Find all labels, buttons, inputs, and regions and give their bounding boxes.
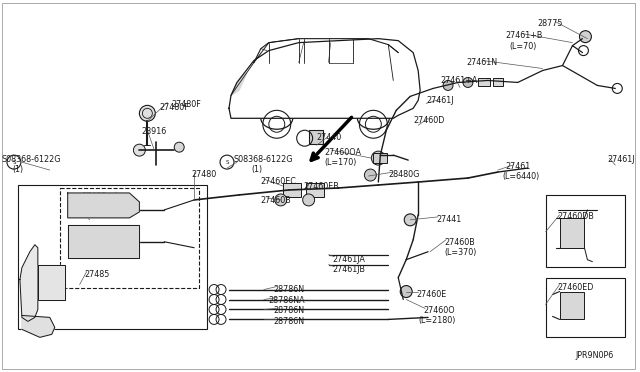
Text: 27460DB: 27460DB — [557, 212, 595, 221]
Circle shape — [371, 151, 385, 165]
Circle shape — [364, 169, 376, 181]
Bar — [306, 183, 324, 197]
Text: 27461+A: 27461+A — [440, 77, 477, 86]
Bar — [493, 78, 503, 86]
Bar — [546, 195, 625, 267]
Text: S08368-6122G: S08368-6122G — [234, 155, 294, 164]
Text: 27485: 27485 — [84, 270, 110, 279]
Text: 27461J: 27461J — [607, 155, 635, 164]
Text: (L=2180): (L=2180) — [418, 317, 456, 326]
Text: 28786N: 28786N — [274, 317, 305, 326]
Circle shape — [100, 232, 115, 248]
Text: (L=70): (L=70) — [510, 42, 537, 51]
Bar — [559, 218, 584, 248]
Text: 28786N: 28786N — [274, 285, 305, 294]
Bar — [559, 292, 584, 320]
Text: 27460EC: 27460EC — [261, 177, 297, 186]
Circle shape — [463, 77, 473, 87]
Text: 27460B: 27460B — [444, 238, 475, 247]
Text: 27460B: 27460B — [261, 196, 292, 205]
Circle shape — [404, 214, 416, 226]
Circle shape — [400, 286, 412, 298]
Text: 27460O: 27460O — [423, 307, 455, 315]
Text: 27460EB: 27460EB — [303, 182, 339, 191]
Text: 27485+A: 27485+A — [82, 192, 119, 201]
Text: 28921M: 28921M — [77, 207, 110, 216]
Circle shape — [275, 194, 287, 206]
Text: 28786N: 28786N — [274, 307, 305, 315]
Text: (1): (1) — [251, 165, 262, 174]
Polygon shape — [68, 225, 140, 258]
Text: 27460E: 27460E — [416, 289, 447, 299]
Text: S: S — [225, 160, 228, 164]
Circle shape — [133, 144, 145, 156]
Polygon shape — [68, 193, 140, 218]
Text: (1): (1) — [12, 165, 23, 174]
Bar — [283, 183, 301, 197]
Text: 27480: 27480 — [191, 170, 216, 179]
Text: 27460ED: 27460ED — [557, 283, 594, 292]
Bar — [308, 130, 323, 144]
Text: S: S — [12, 160, 16, 164]
Circle shape — [443, 80, 453, 90]
Text: 27461+B: 27461+B — [506, 31, 543, 40]
Text: 27461JB: 27461JB — [333, 264, 365, 274]
Text: 27480F: 27480F — [172, 100, 201, 109]
Circle shape — [303, 194, 315, 206]
Text: 28921M: 28921M — [77, 243, 110, 252]
Text: S08368-6122G: S08368-6122G — [2, 155, 61, 164]
Circle shape — [140, 105, 156, 121]
Circle shape — [174, 142, 184, 152]
Polygon shape — [20, 245, 38, 321]
Polygon shape — [38, 264, 65, 299]
Text: 27461JA: 27461JA — [333, 255, 365, 264]
Text: 28480G: 28480G — [388, 170, 420, 179]
Bar — [546, 278, 625, 337]
Text: 27461N: 27461N — [466, 58, 497, 67]
Circle shape — [100, 198, 115, 214]
Text: 27460OA: 27460OA — [324, 148, 362, 157]
Bar — [60, 188, 199, 288]
Circle shape — [579, 31, 591, 43]
Text: JPR9N0P6: JPR9N0P6 — [575, 351, 614, 360]
Text: 27480F: 27480F — [159, 103, 189, 112]
Text: 28786NA: 28786NA — [269, 295, 305, 305]
Text: 27460D: 27460D — [413, 116, 445, 125]
Bar — [373, 153, 387, 163]
Text: 27461J: 27461J — [426, 96, 454, 105]
Text: 27440: 27440 — [317, 133, 342, 142]
Polygon shape — [22, 315, 55, 337]
Bar — [18, 185, 207, 329]
Text: 28775: 28775 — [538, 19, 563, 28]
Text: (L=6440): (L=6440) — [503, 172, 540, 181]
Text: (L=170): (L=170) — [324, 158, 357, 167]
Text: 27441: 27441 — [436, 215, 461, 224]
Bar — [478, 78, 490, 86]
Text: 28916: 28916 — [141, 127, 166, 136]
Polygon shape — [231, 73, 247, 95]
Text: (L=370): (L=370) — [444, 248, 476, 257]
Text: 27461: 27461 — [506, 162, 531, 171]
